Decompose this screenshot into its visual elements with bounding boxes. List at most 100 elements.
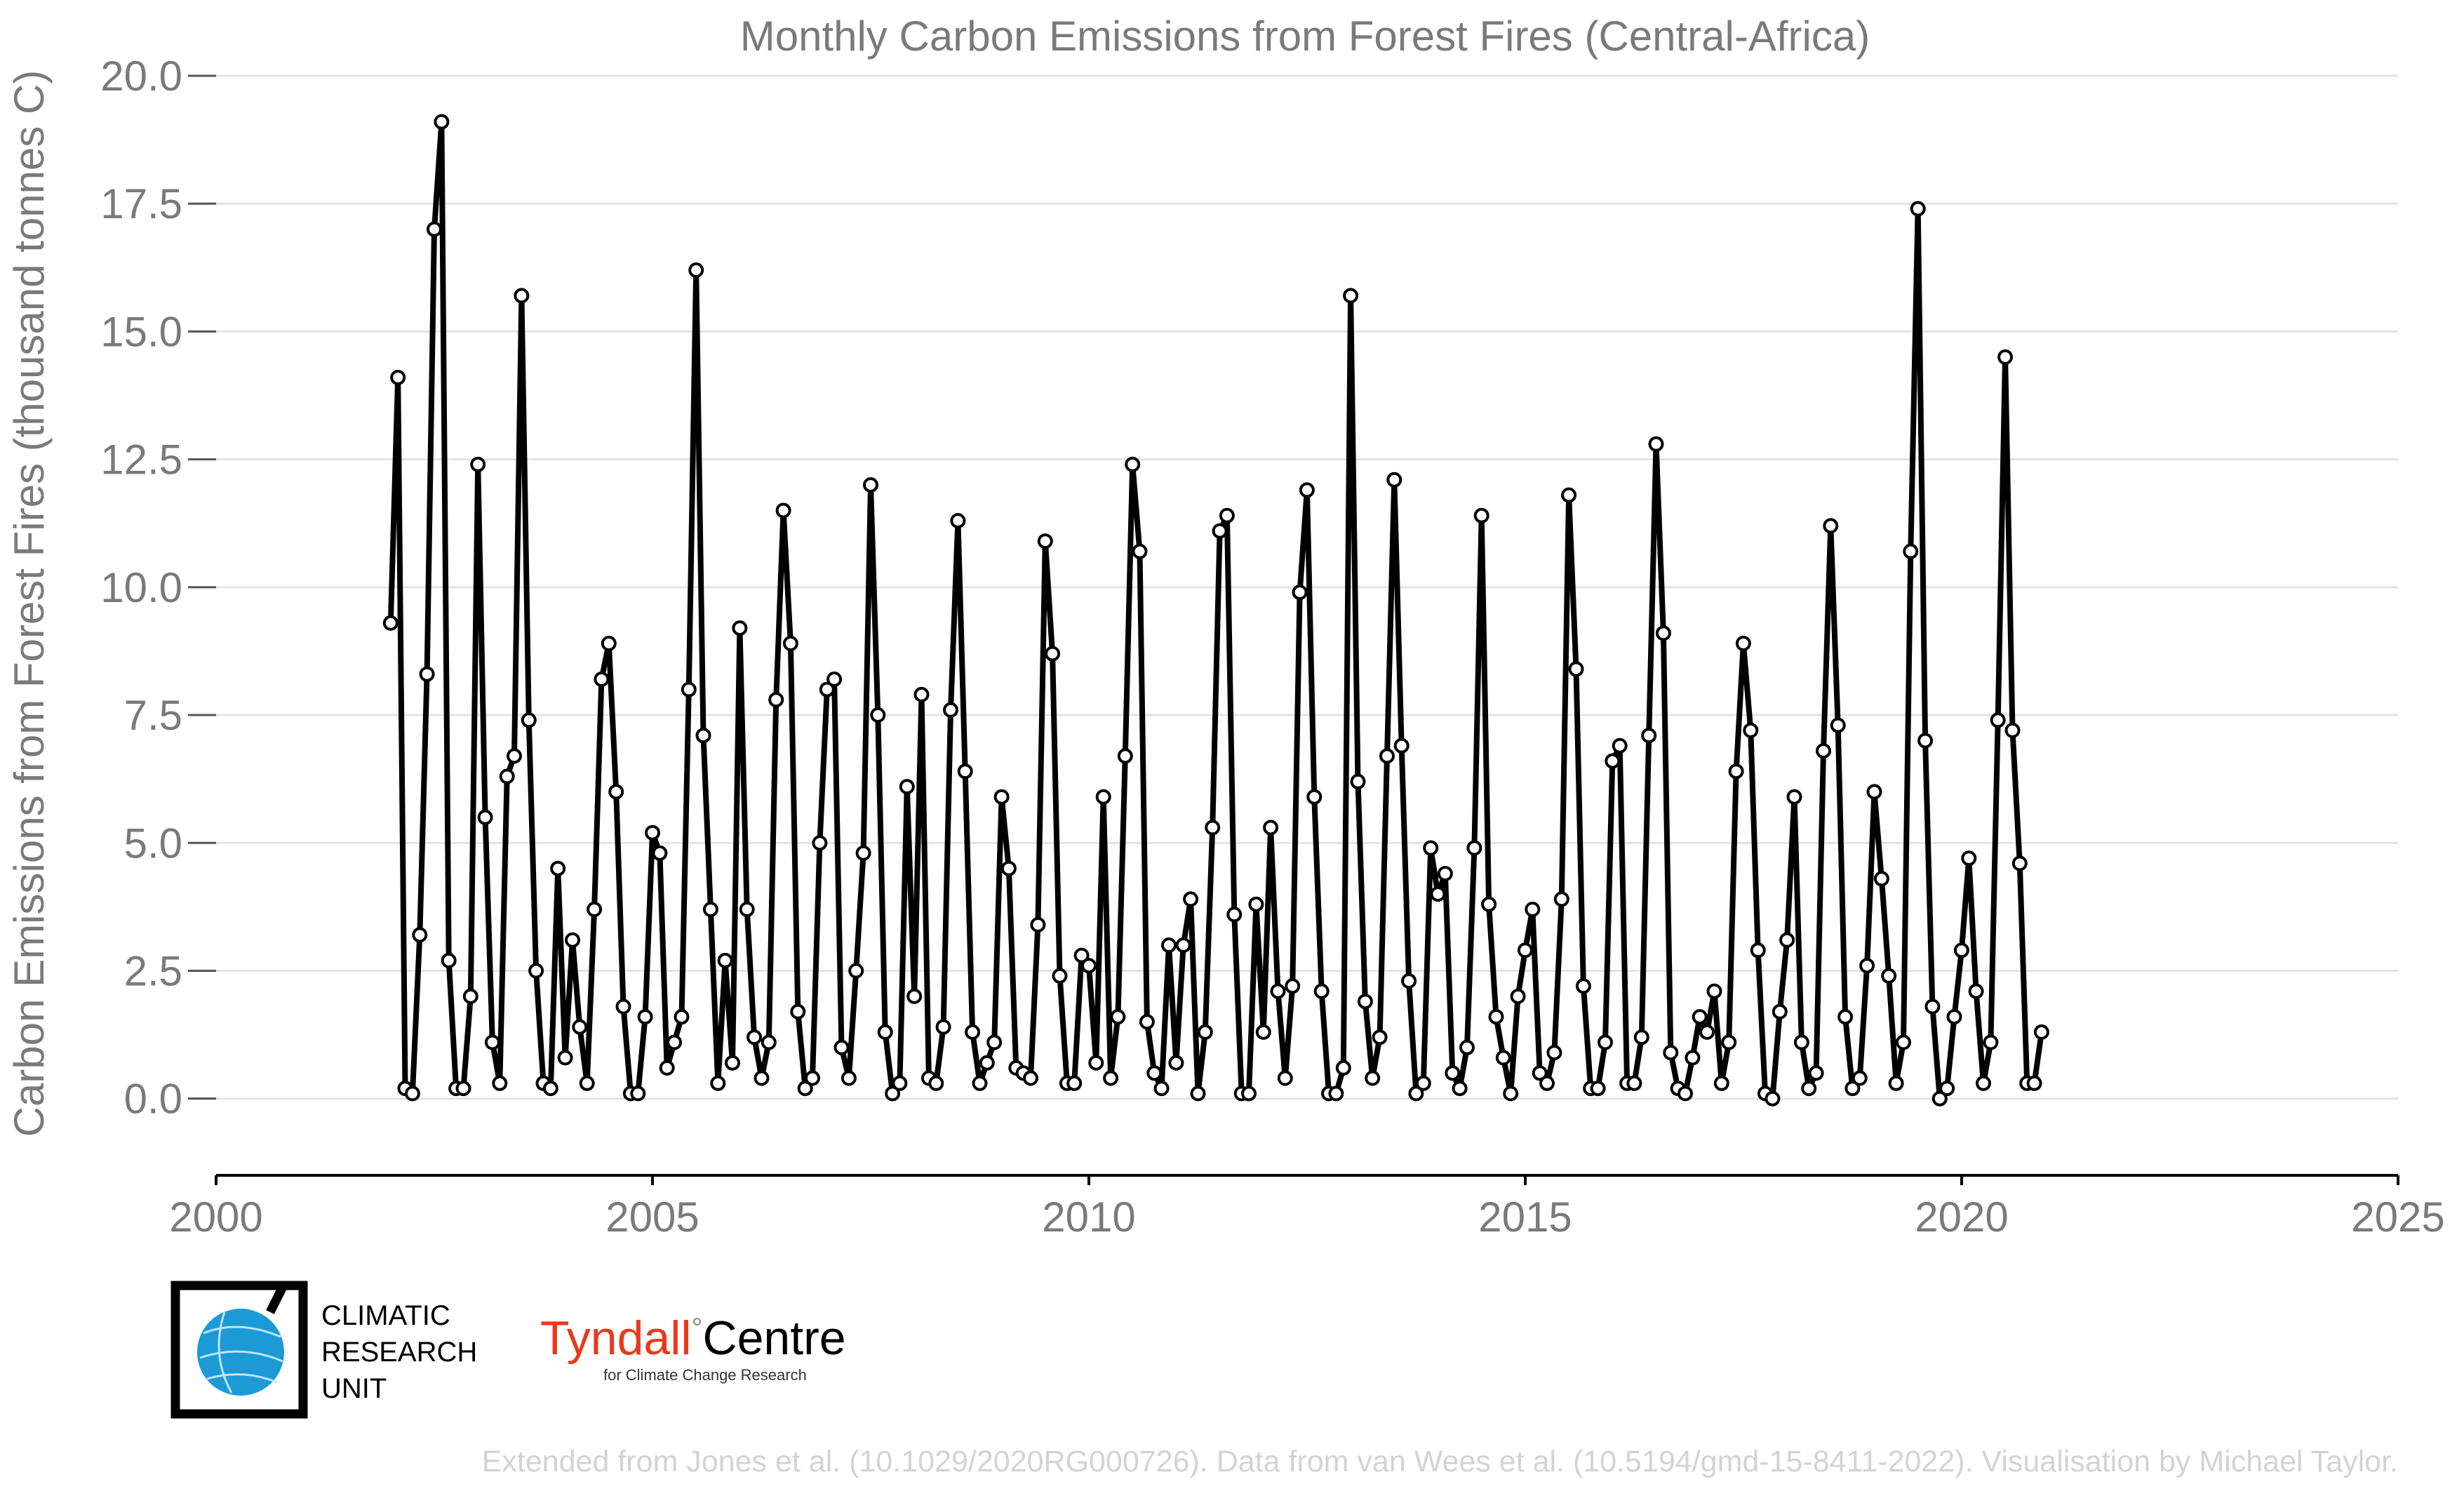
y-tick-label: 17.5 bbox=[100, 180, 182, 227]
cru-logo: CLIMATIC RESEARCH UNIT bbox=[170, 1281, 477, 1419]
chart-title: Monthly Carbon Emissions from Forest Fir… bbox=[740, 13, 1870, 60]
data-point bbox=[492, 1075, 508, 1091]
data-point bbox=[1313, 983, 1330, 999]
data-point bbox=[1190, 1086, 1206, 1102]
data-point bbox=[484, 1034, 500, 1050]
data-point bbox=[1873, 871, 1889, 887]
data-point bbox=[928, 1075, 944, 1091]
data-point bbox=[1510, 988, 1526, 1004]
data-point bbox=[667, 1034, 683, 1050]
data-point bbox=[993, 789, 1010, 805]
x-tick-label: 2010 bbox=[1042, 1194, 1135, 1241]
tyndall-logo: Tyndall°Centre for Climate Change Resear… bbox=[540, 1311, 846, 1384]
data-point bbox=[1699, 1024, 1715, 1040]
data-point bbox=[1161, 937, 1177, 953]
cru-logo-bracket-left bbox=[170, 1281, 274, 1419]
data-point bbox=[782, 636, 798, 651]
data-point bbox=[1713, 1075, 1729, 1091]
data-point bbox=[1452, 1081, 1468, 1097]
data-point bbox=[1917, 733, 1934, 749]
data-point bbox=[979, 1055, 995, 1071]
series-line bbox=[387, 119, 2044, 1102]
data-point bbox=[1685, 1050, 1701, 1066]
data-point bbox=[1612, 737, 1628, 754]
data-point bbox=[965, 1024, 981, 1040]
data-point bbox=[1866, 784, 1882, 800]
data-point bbox=[1961, 850, 1977, 867]
data-point bbox=[1837, 1009, 1854, 1025]
data-point bbox=[1924, 999, 1941, 1015]
data-point bbox=[1976, 1075, 1991, 1091]
data-point bbox=[1735, 636, 1751, 651]
data-point bbox=[1117, 748, 1133, 764]
data-point bbox=[1328, 1086, 1344, 1102]
data-point bbox=[514, 288, 530, 304]
data-point bbox=[1641, 728, 1657, 744]
x-axis: 2000 2005 2010 2015 2020 2025 bbox=[169, 1174, 2445, 1241]
data-point bbox=[1292, 585, 1308, 601]
data-point bbox=[462, 988, 478, 1004]
y-tick-label: 10.0 bbox=[100, 564, 182, 611]
data-point bbox=[1852, 1070, 1868, 1086]
data-point bbox=[1037, 533, 1053, 549]
data-point bbox=[608, 784, 624, 800]
data-point bbox=[1153, 1081, 1170, 1097]
data-point bbox=[615, 999, 631, 1015]
data-point bbox=[1765, 1090, 1781, 1107]
data-point bbox=[1277, 1070, 1293, 1086]
data-point bbox=[1175, 937, 1191, 953]
data-point bbox=[899, 779, 915, 795]
data-point bbox=[805, 1070, 820, 1086]
data-point bbox=[637, 1009, 653, 1025]
data-point bbox=[1125, 456, 1141, 472]
data-point bbox=[1568, 661, 1584, 677]
data-point bbox=[1590, 1081, 1606, 1097]
data-point bbox=[739, 902, 755, 917]
y-tick-label: 20.0 bbox=[100, 53, 182, 100]
y-tick-label: 7.5 bbox=[124, 692, 182, 739]
x-tick-label: 2000 bbox=[169, 1194, 262, 1241]
data-point bbox=[1168, 1055, 1184, 1071]
data-point bbox=[863, 477, 878, 493]
data-point bbox=[1430, 886, 1446, 902]
data-point bbox=[587, 902, 603, 917]
data-point bbox=[797, 1081, 813, 1097]
data-point bbox=[1052, 968, 1068, 984]
data-point bbox=[1553, 891, 1569, 907]
data-point bbox=[1953, 942, 1969, 959]
data-point bbox=[1561, 487, 1577, 503]
data-point bbox=[935, 1019, 951, 1035]
data-point bbox=[1379, 748, 1395, 764]
data-point bbox=[1045, 646, 1061, 662]
data-point bbox=[427, 221, 442, 237]
data-point bbox=[870, 707, 886, 723]
data-point bbox=[419, 666, 435, 682]
data-point bbox=[681, 681, 697, 697]
data-point bbox=[434, 114, 450, 130]
data-point bbox=[841, 1070, 857, 1086]
data-point bbox=[819, 681, 835, 697]
y-tick-label: 0.0 bbox=[124, 1076, 182, 1123]
data-point bbox=[1750, 942, 1766, 959]
data-point bbox=[674, 1009, 690, 1025]
data-point bbox=[1481, 896, 1497, 912]
data-point bbox=[1910, 201, 1926, 217]
data-point bbox=[1299, 482, 1315, 498]
data-point bbox=[768, 692, 784, 708]
data-point bbox=[1095, 789, 1111, 805]
data-point bbox=[659, 1060, 675, 1076]
data-point bbox=[507, 748, 522, 764]
data-point bbox=[1968, 983, 1984, 999]
data-point bbox=[1488, 1009, 1504, 1025]
data-point bbox=[1088, 1055, 1104, 1071]
data-point bbox=[594, 672, 610, 687]
credit-line: Extended from Jones et al. (10.1029/2020… bbox=[482, 1445, 2398, 1478]
x-tick-label: 2025 bbox=[2351, 1194, 2444, 1241]
data-point bbox=[1219, 507, 1235, 523]
data-point bbox=[1546, 1045, 1562, 1061]
data-point bbox=[1212, 523, 1228, 539]
data-point bbox=[1081, 958, 1097, 974]
data-point bbox=[542, 1081, 558, 1097]
data-point bbox=[579, 1075, 595, 1091]
